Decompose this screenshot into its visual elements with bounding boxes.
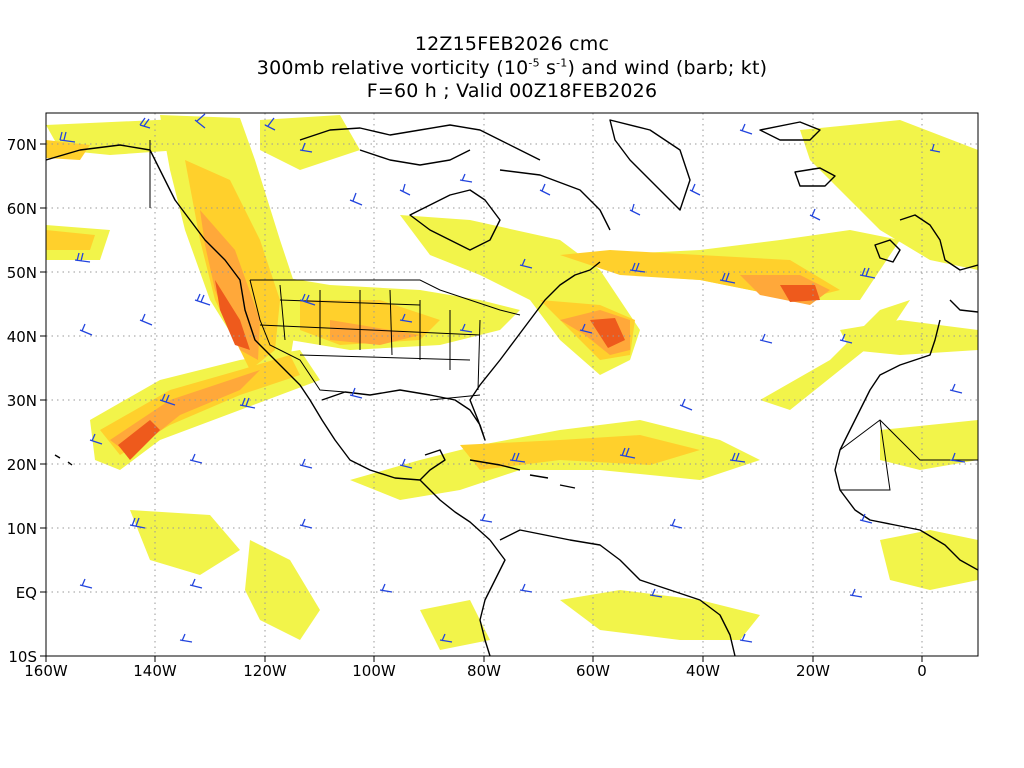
lon-label: 160W: [24, 662, 68, 680]
lat-label: 30N: [7, 392, 37, 410]
lat-label: 10N: [7, 520, 37, 538]
lon-label: 20W: [796, 662, 830, 680]
lat-label: 60N: [7, 200, 37, 218]
lat-label: 40N: [7, 328, 37, 346]
longitude-labels: 160W 140W 120W 100W 80W 60W 40W 20W 0: [24, 662, 927, 680]
axis-ticks: [40, 143, 923, 662]
title-field-text: 300mb relative vorticity (10: [256, 57, 529, 79]
vorticity-shading: [46, 115, 978, 650]
lon-label: 40W: [686, 662, 720, 680]
lon-label: 140W: [133, 662, 177, 680]
lon-label: 120W: [243, 662, 287, 680]
title-unit-s: s: [539, 57, 557, 79]
lon-label: 0: [917, 662, 927, 680]
lat-label: 50N: [7, 264, 37, 282]
lon-label: 100W: [352, 662, 396, 680]
lat-label: EQ: [16, 584, 37, 602]
map-title-run: 12Z15FEB2026 cmc: [414, 33, 610, 55]
title-exponent-2: -1: [556, 56, 568, 70]
political-borders: [149, 140, 978, 491]
lat-label: 70N: [7, 136, 37, 154]
wind-barbs: [59, 113, 966, 643]
lon-label: 60W: [576, 662, 610, 680]
lat-label: 20N: [7, 456, 37, 474]
title-field-suffix: ) and wind (barb; kt): [567, 57, 768, 79]
map-title-field: 300mb relative vorticity (10-5 s-1) and …: [0, 57, 1024, 80]
lat-label: 10S: [8, 648, 37, 666]
graticule: [46, 113, 978, 656]
plot-frame: [45, 112, 979, 657]
title-exponent-1: -5: [528, 56, 540, 70]
lon-label: 80W: [467, 662, 501, 680]
map-title-valid: F=60 h ; Valid 00Z18FEB2026: [366, 80, 658, 102]
latitude-labels: 70N 60N 50N 40N 30N 20N 10N EQ 10S: [7, 136, 37, 666]
